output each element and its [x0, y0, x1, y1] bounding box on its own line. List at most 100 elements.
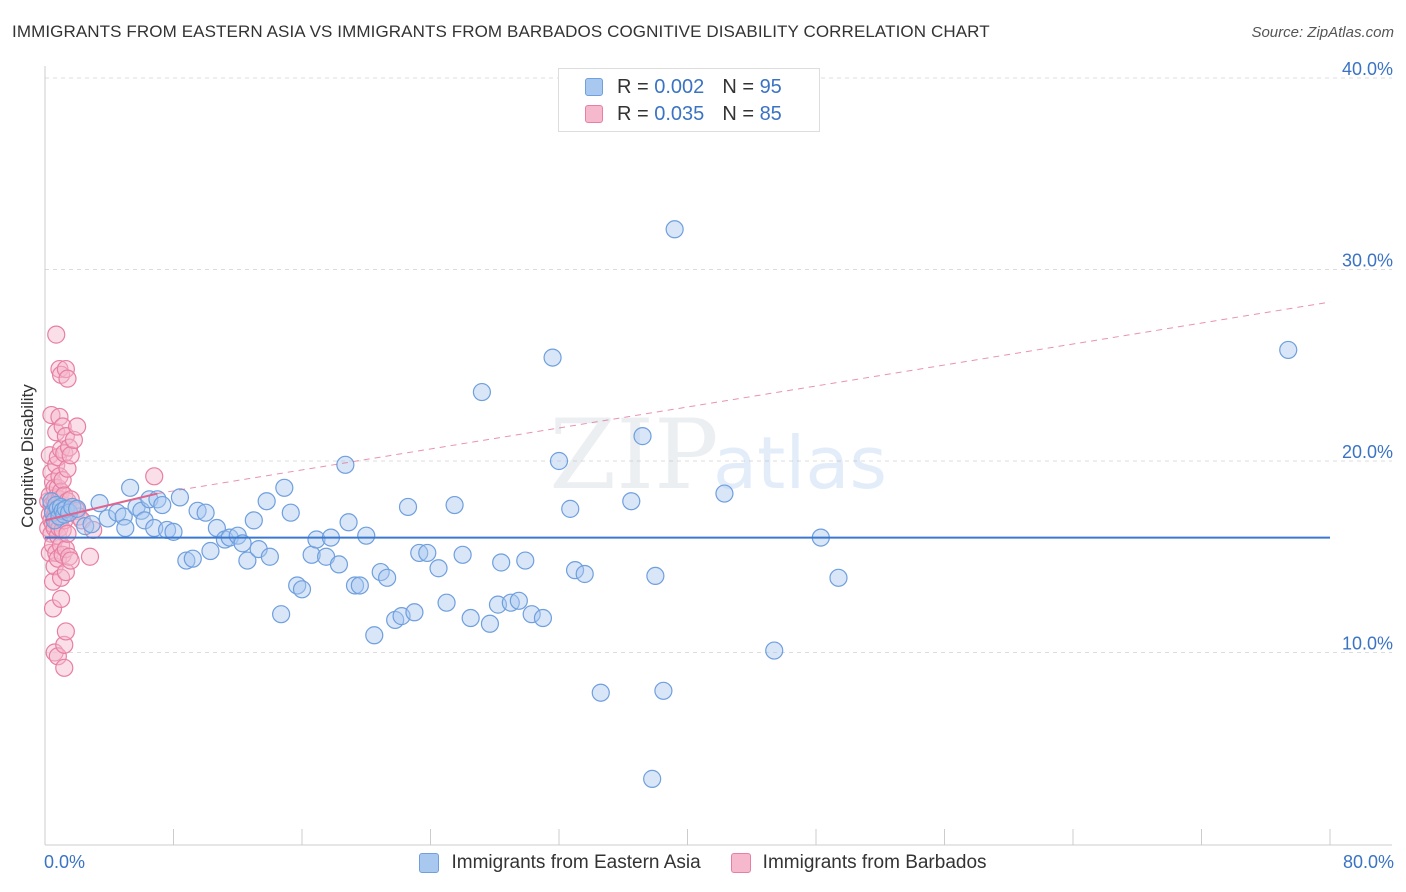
data-point — [565, 561, 585, 580]
y-tick-labels: 10.0% 20.0% 30.0% 40.0% — [1342, 59, 1393, 654]
r-label: R = — [617, 102, 649, 125]
legend-row-barbados: R = 0.035 N = 85 — [585, 101, 782, 127]
r-value: 0.035 — [654, 102, 705, 125]
data-point — [509, 591, 528, 610]
data-point — [345, 576, 365, 595]
data-point — [238, 551, 257, 570]
data-point — [715, 484, 734, 503]
data-point — [492, 553, 511, 572]
data-point — [98, 509, 117, 528]
data-point — [591, 683, 610, 702]
series-eastern-asia-points — [42, 220, 1298, 788]
data-point — [549, 451, 569, 471]
x-tick-max: 80.0% — [1342, 852, 1394, 872]
data-point — [437, 593, 456, 612]
pink-swatch — [585, 105, 603, 123]
data-point — [76, 517, 95, 536]
data-point — [365, 626, 384, 645]
data-point — [196, 503, 215, 522]
data-point — [665, 220, 684, 239]
data-point — [575, 564, 594, 584]
data-point — [453, 545, 472, 564]
data-point — [50, 407, 69, 427]
y-tick-label: 40.0% — [1342, 59, 1393, 79]
data-point — [47, 325, 66, 344]
data-point — [153, 495, 172, 515]
legend-item-eastern-asia[interactable]: Immigrants from Eastern Asia — [419, 852, 701, 874]
watermark: ZIP atlas — [549, 399, 887, 511]
data-point — [135, 511, 154, 530]
data-point — [201, 541, 220, 561]
trend-lines — [44, 301, 1331, 539]
data-point — [480, 614, 500, 633]
data-point — [339, 513, 358, 532]
y-tick-label: 10.0% — [1342, 634, 1393, 654]
data-point — [275, 478, 294, 497]
data-point — [68, 417, 87, 436]
data-point — [1279, 340, 1298, 360]
data-point — [177, 551, 196, 570]
data-point — [53, 417, 72, 436]
legend-label: Immigrants from Eastern Asia — [451, 852, 701, 873]
axes — [44, 66, 1392, 846]
data-point — [281, 503, 300, 522]
chart-title: IMMIGRANTS FROM EASTERN ASIA VS IMMIGRAN… — [12, 22, 990, 41]
data-point — [350, 576, 369, 595]
r-label: R = — [617, 75, 649, 98]
data-point — [61, 551, 80, 570]
data-point — [82, 515, 101, 534]
data-point — [183, 549, 202, 568]
data-point — [654, 681, 673, 700]
data-point — [429, 559, 448, 578]
data-point — [398, 497, 418, 517]
data-point — [114, 507, 133, 526]
data-point — [58, 369, 77, 388]
data-point — [260, 547, 279, 566]
data-point — [329, 555, 349, 574]
data-point — [272, 605, 291, 624]
data-point — [543, 348, 562, 367]
data-point — [292, 580, 312, 599]
data-point — [58, 524, 77, 543]
data-point — [80, 547, 100, 566]
trend-line-barbados — [44, 492, 158, 522]
x-tick-min: 0.0% — [44, 852, 86, 872]
data-point — [472, 382, 491, 402]
data-point — [646, 566, 665, 586]
data-point — [522, 605, 541, 624]
y-tick-label: 30.0% — [1342, 251, 1393, 271]
data-point — [64, 430, 84, 450]
data-point — [55, 658, 74, 677]
n-value: 95 — [759, 75, 782, 98]
data-point — [51, 568, 71, 587]
series-barbados-points — [39, 325, 164, 677]
data-point — [170, 488, 190, 507]
data-point — [561, 499, 580, 518]
r-value: 0.002 — [654, 75, 705, 98]
data-point — [244, 511, 263, 530]
data-point — [405, 603, 424, 622]
data-point — [53, 471, 72, 490]
data-point — [56, 622, 75, 641]
data-point — [633, 427, 652, 446]
data-point — [461, 608, 480, 628]
y-tick-label: 20.0% — [1342, 442, 1393, 462]
n-label: N = — [722, 102, 754, 125]
watermark-zip: ZIP — [549, 399, 718, 511]
data-point — [121, 478, 140, 497]
data-point — [445, 495, 464, 515]
data-point — [378, 568, 397, 587]
data-point — [233, 534, 252, 553]
data-point — [336, 455, 355, 474]
n-value: 85 — [759, 102, 782, 125]
data-point — [307, 530, 326, 549]
n-label: N = — [722, 75, 754, 98]
data-point — [48, 647, 67, 666]
legend-item-barbados[interactable]: Immigrants from Barbados — [730, 852, 987, 874]
data-point — [164, 522, 183, 541]
series-legend: Immigrants from Eastern Asia Immigrants … — [0, 852, 1406, 874]
blue-swatch — [585, 78, 603, 96]
data-point — [58, 459, 77, 478]
data-point — [418, 543, 437, 563]
